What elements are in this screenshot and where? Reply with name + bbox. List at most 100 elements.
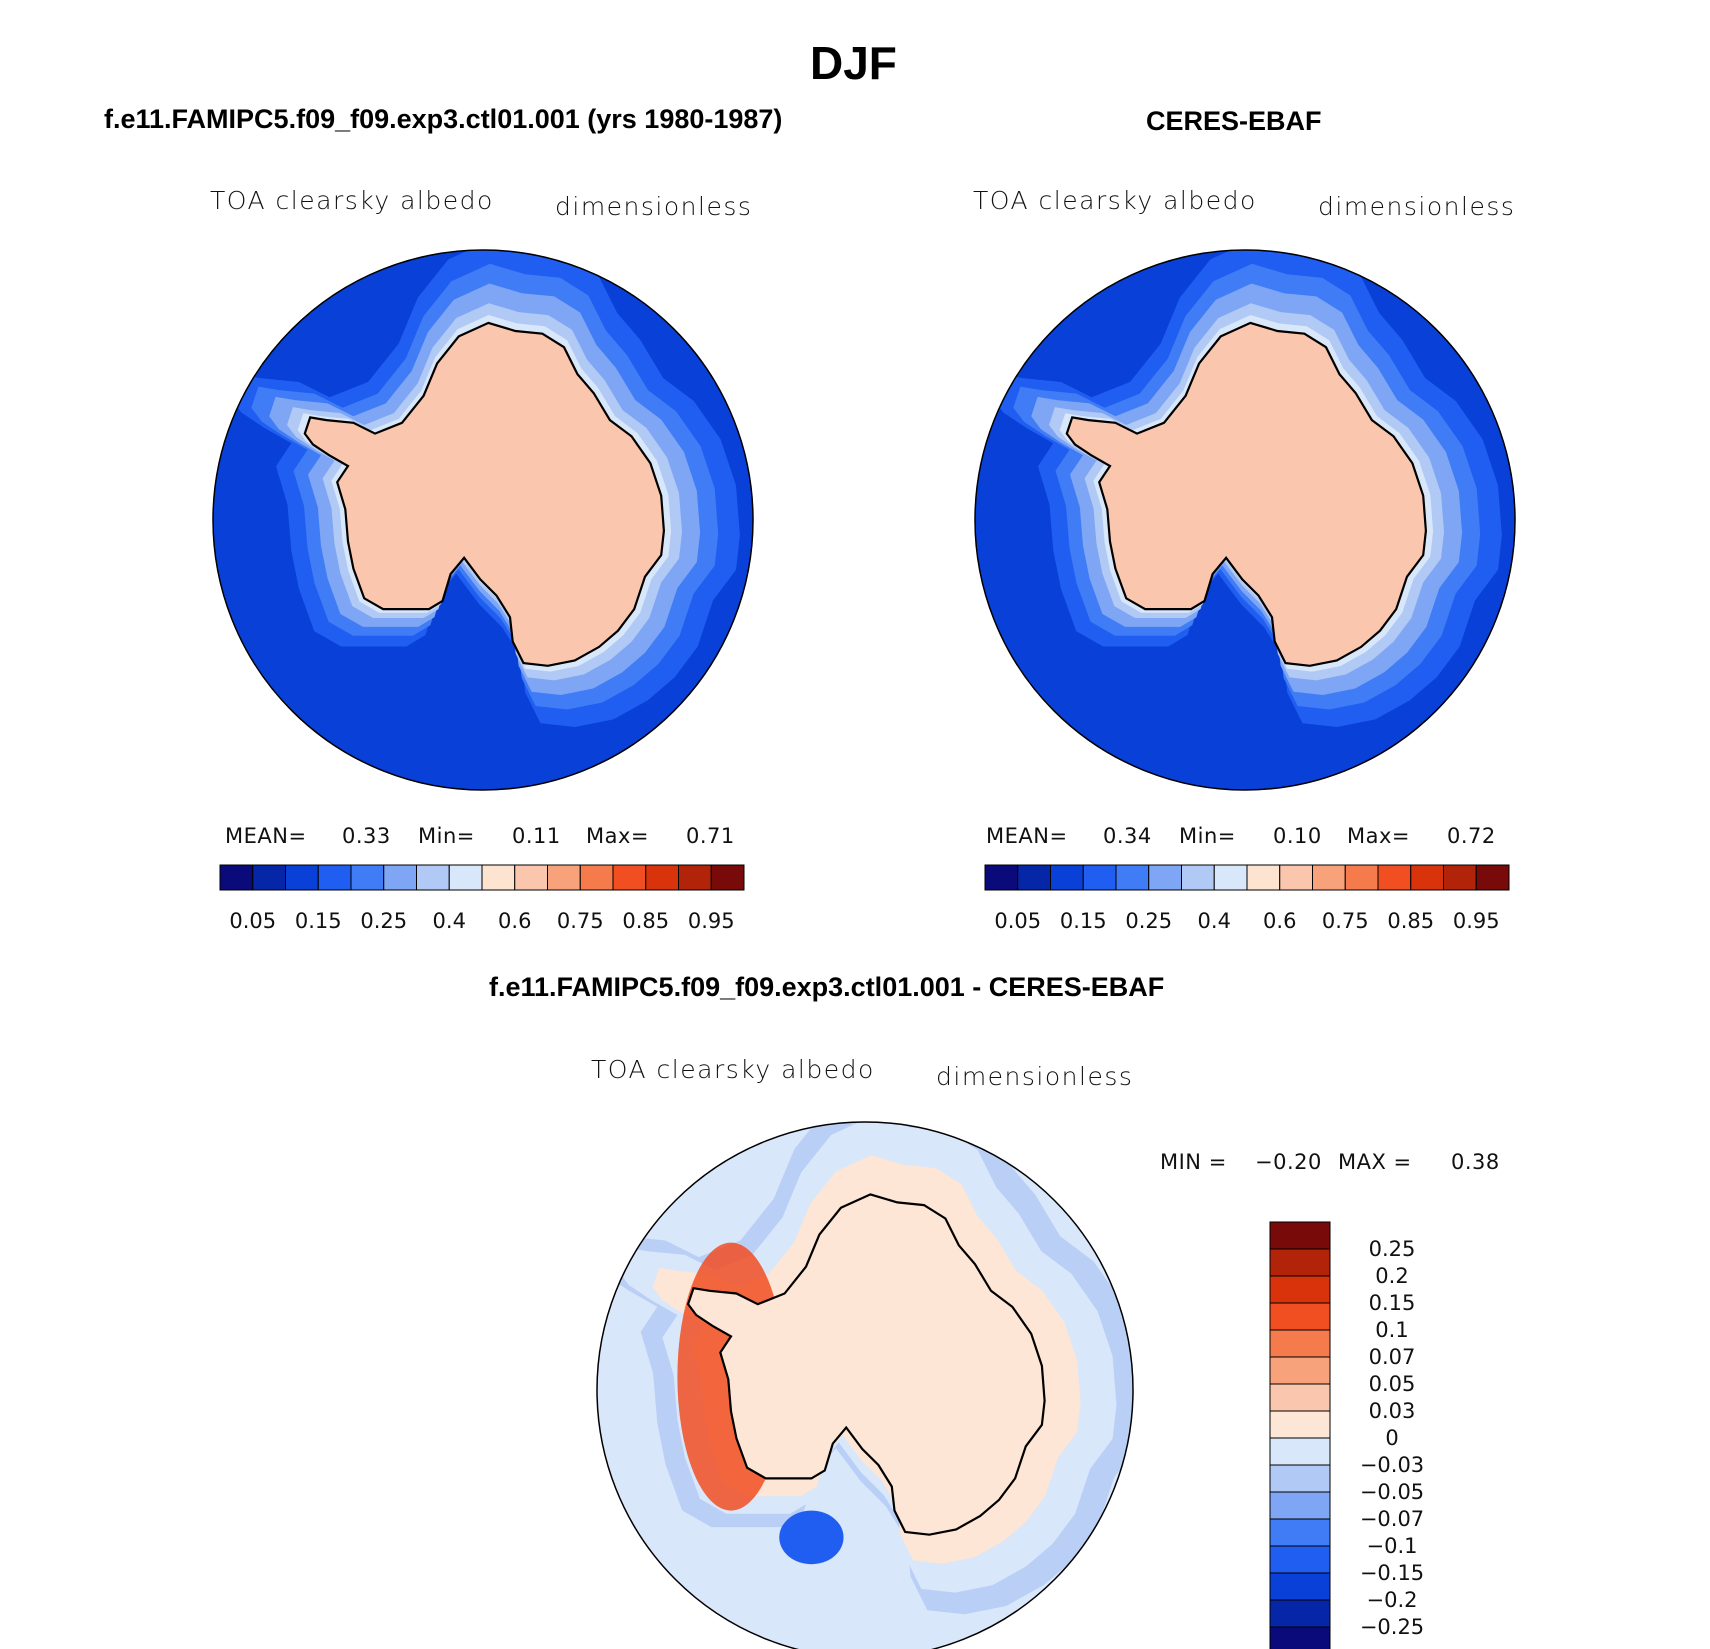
- panel-diff-title: f.e11.FAMIPC5.f09_f09.exp3.ctl01.001 - C…: [489, 972, 1165, 1002]
- colorbar-bin: [285, 864, 319, 891]
- panel-obs-min-value: 0.10: [1273, 824, 1322, 848]
- colorbar-bin: [252, 864, 286, 891]
- colorbar-tick-label: −0.2: [1367, 1588, 1418, 1612]
- colorbar-bin: [1181, 864, 1215, 891]
- colorbar-bin: [219, 864, 254, 891]
- colorbar-bin: [1269, 1329, 1331, 1358]
- colorbar-tick-label: 0.05: [1369, 1372, 1416, 1396]
- colorbar-bin: [1269, 1221, 1331, 1250]
- panel-model-min-label: Min=: [418, 824, 475, 848]
- colorbar-tick-label: 0.6: [498, 909, 531, 933]
- colorbar-bin: [383, 864, 417, 891]
- colorbar-bin: [678, 864, 712, 891]
- colorbar-bin: [350, 864, 385, 891]
- panel-diff-max-label: MAX =: [1338, 1150, 1412, 1174]
- map-group-0: [212, 249, 754, 791]
- colorbar-tick-label: −0.07: [1360, 1507, 1424, 1531]
- colorbar-bin: [1344, 864, 1379, 891]
- colorbar-bin: [317, 864, 352, 891]
- antarctica-coastline: [303, 321, 666, 667]
- panel-obs-units: dimensionless: [1318, 192, 1516, 221]
- colorbar-bin: [1269, 1599, 1331, 1628]
- colorbar-tick-label: 0.05: [994, 909, 1041, 933]
- colorbar-bin: [1115, 864, 1150, 891]
- panel-model-variable: TOA clearsky albedo: [210, 186, 494, 215]
- panel-diff-min-label: MIN =: [1160, 1150, 1227, 1174]
- colorbar-bin: [1269, 1518, 1331, 1547]
- colorbar-tick-label: −0.05: [1360, 1480, 1424, 1504]
- panel-diff-max-value: 0.38: [1451, 1150, 1500, 1174]
- panel-obs-variable: TOA clearsky albedo: [973, 186, 1257, 215]
- panel-model-min-value: 0.11: [512, 824, 561, 848]
- colorbar-tick-label: 0.95: [1453, 909, 1500, 933]
- colorbar-bin: [1269, 1383, 1331, 1412]
- panel-diff-variable: TOA clearsky albedo: [591, 1055, 875, 1084]
- colorbar-tick-label: 0.07: [1369, 1345, 1416, 1369]
- colorbar-tick-label: 0.6: [1263, 909, 1296, 933]
- colorbar-tick-label: −0.1: [1367, 1534, 1418, 1558]
- colorbar-tick-label: 0.4: [1198, 909, 1231, 933]
- panel-model-max-value: 0.71: [686, 824, 735, 848]
- colorbar-tick-label: −0.25: [1360, 1615, 1424, 1639]
- colorbar-bin: [1377, 864, 1412, 891]
- panel-obs-max-value: 0.72: [1447, 824, 1496, 848]
- colorbar-tick-label: 0.95: [688, 909, 735, 933]
- colorbar-bin: [448, 864, 483, 891]
- colorbar-bin: [710, 864, 745, 891]
- colorbar-bin: [1269, 1626, 1331, 1649]
- colorbar-bin: [547, 864, 581, 891]
- colorbar-tick-label: 0.25: [1369, 1237, 1416, 1261]
- colorbar-bin: [1269, 1491, 1331, 1520]
- globe-border: [212, 249, 754, 791]
- colorbar-tick-label: 0.15: [295, 909, 342, 933]
- panel-obs-mean-value: 0.34: [1103, 824, 1152, 848]
- colorbar-tick-label: 0.15: [1369, 1291, 1416, 1315]
- colorbar-bin: [1269, 1248, 1331, 1277]
- page-title: DJF: [810, 37, 897, 89]
- map-group-1: [974, 249, 1516, 791]
- colorbar-bin: [612, 864, 647, 891]
- colorbar-tick-label: 0.03: [1369, 1399, 1416, 1423]
- colorbar-tick-label: 0: [1385, 1426, 1398, 1450]
- colorbar-tick-label: −0.15: [1360, 1561, 1424, 1585]
- colorbar-bin: [1082, 864, 1117, 891]
- colorbar-bin: [984, 864, 1019, 891]
- colorbar-bin: [1269, 1410, 1331, 1439]
- globe-border: [974, 249, 1516, 791]
- colorbar-bin: [1148, 864, 1182, 891]
- colorbar-bin: [1269, 1572, 1331, 1601]
- panel-model-units: dimensionless: [555, 192, 753, 221]
- colorbar-bin: [514, 864, 548, 891]
- panel-diff-units: dimensionless: [936, 1062, 1134, 1091]
- colorbar-bin: [1050, 864, 1084, 891]
- diff-negative-anomaly: [779, 1510, 844, 1565]
- colorbar-tick-label: 0.75: [557, 909, 604, 933]
- colorbar-bin: [1269, 1464, 1331, 1493]
- colorbar-bin: [1269, 1302, 1331, 1331]
- colorbar-tick-label: 0.4: [433, 909, 466, 933]
- colorbar-bin: [1269, 1275, 1331, 1304]
- map-group-diff: [596, 1121, 1134, 1649]
- colorbar-bin: [1269, 1356, 1331, 1385]
- colorbar-bin: [416, 864, 450, 891]
- globe-border: [596, 1121, 1134, 1649]
- colorbar-bin: [1279, 864, 1313, 891]
- panel-obs-title: CERES-EBAF: [1146, 106, 1322, 136]
- colorbar-bin: [1410, 864, 1444, 891]
- colorbar-tick-label: 0.75: [1322, 909, 1369, 933]
- panel-model-max-label: Max=: [586, 824, 650, 848]
- colorbar-bin: [1312, 864, 1346, 891]
- colorbar-tick-label: 0.2: [1375, 1264, 1408, 1288]
- colorbar-bin: [579, 864, 614, 891]
- colorbar-bin: [481, 864, 516, 891]
- colorbar-tick-label: 0.1: [1375, 1318, 1408, 1342]
- panel-obs-mean-label: MEAN=: [986, 824, 1068, 848]
- panel-diff-min-value: −0.20: [1255, 1150, 1322, 1174]
- colorbar-bin: [1269, 1437, 1331, 1466]
- panel-obs-max-label: Max=: [1347, 824, 1411, 848]
- antarctica-coastline: [686, 1193, 1046, 1536]
- colorbar-tick-label: 0.85: [1387, 909, 1434, 933]
- panel-model-title: f.e11.FAMIPC5.f09_f09.exp3.ctl01.001 (yr…: [104, 104, 783, 134]
- antarctica-coastline: [1065, 321, 1428, 667]
- colorbar-bin: [1213, 864, 1248, 891]
